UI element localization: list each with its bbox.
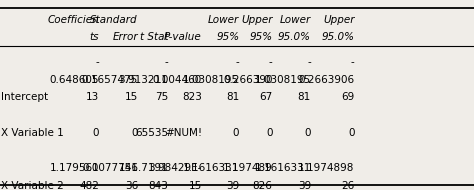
Text: 95%: 95% — [249, 32, 273, 42]
Text: -: - — [95, 57, 99, 67]
Text: -: - — [269, 57, 273, 67]
Text: 67: 67 — [259, 92, 273, 102]
Text: 3.98429E-: 3.98429E- — [148, 163, 202, 173]
Text: 0: 0 — [233, 128, 239, 138]
Text: 95.0%: 95.0% — [278, 32, 311, 42]
Text: 75: 75 — [155, 92, 168, 102]
Text: 13: 13 — [86, 92, 99, 102]
Text: ts: ts — [90, 32, 99, 42]
Text: 0.0077746: 0.0077746 — [82, 163, 138, 173]
Text: -: - — [236, 57, 239, 67]
Text: 1.1616331: 1.1616331 — [255, 163, 311, 173]
Text: 0.648605: 0.648605 — [50, 75, 99, 85]
Text: 95%: 95% — [216, 32, 239, 42]
Text: 15: 15 — [125, 92, 138, 102]
Text: 81: 81 — [226, 92, 239, 102]
Text: 1.1616331: 1.1616331 — [183, 163, 239, 173]
Text: Intercept: Intercept — [1, 92, 48, 102]
Text: Lower: Lower — [280, 15, 311, 25]
Text: 826: 826 — [253, 181, 273, 190]
Text: 0.004460: 0.004460 — [153, 75, 202, 85]
Text: 3.913211: 3.913211 — [118, 75, 168, 85]
Text: 0.2663906: 0.2663906 — [299, 75, 355, 85]
Text: 0: 0 — [348, 128, 355, 138]
Text: 1.0308195: 1.0308195 — [183, 75, 239, 85]
Text: 151.7191: 151.7191 — [118, 163, 168, 173]
Text: Lower: Lower — [208, 15, 239, 25]
Text: 69: 69 — [341, 92, 355, 102]
Text: 15: 15 — [189, 181, 202, 190]
Text: 1.179561: 1.179561 — [49, 163, 99, 173]
Text: 26: 26 — [341, 181, 355, 190]
Text: 1.1974898: 1.1974898 — [298, 163, 355, 173]
Text: X Variable 2: X Variable 2 — [1, 181, 64, 190]
Text: -: - — [351, 57, 355, 67]
Text: 1.197489: 1.197489 — [223, 163, 273, 173]
Text: 0: 0 — [131, 128, 138, 138]
Text: 36: 36 — [125, 181, 138, 190]
Text: 0: 0 — [266, 128, 273, 138]
Text: 65535: 65535 — [135, 128, 168, 138]
Text: Error: Error — [112, 32, 138, 42]
Text: 0.1657475: 0.1657475 — [82, 75, 138, 85]
Text: X Variable 1: X Variable 1 — [1, 128, 64, 138]
Text: 0: 0 — [304, 128, 311, 138]
Text: 0: 0 — [92, 128, 99, 138]
Text: t Stat: t Stat — [140, 32, 168, 42]
Text: 482: 482 — [79, 181, 99, 190]
Text: P-value: P-value — [164, 32, 202, 42]
Text: 39: 39 — [298, 181, 311, 190]
Text: 95.0%: 95.0% — [321, 32, 355, 42]
Text: -: - — [307, 57, 311, 67]
Text: 39: 39 — [226, 181, 239, 190]
Text: -: - — [164, 57, 168, 67]
Text: Upper: Upper — [241, 15, 273, 25]
Text: 0.266390: 0.266390 — [223, 75, 273, 85]
Text: Standard: Standard — [91, 15, 138, 25]
Text: 81: 81 — [298, 92, 311, 102]
Text: #NUM!: #NUM! — [165, 128, 202, 138]
Text: 843: 843 — [148, 181, 168, 190]
Text: 823: 823 — [182, 92, 202, 102]
Text: Upper: Upper — [323, 15, 355, 25]
Text: Coefficien: Coefficien — [47, 15, 99, 25]
Text: 1.0308195: 1.0308195 — [255, 75, 311, 85]
